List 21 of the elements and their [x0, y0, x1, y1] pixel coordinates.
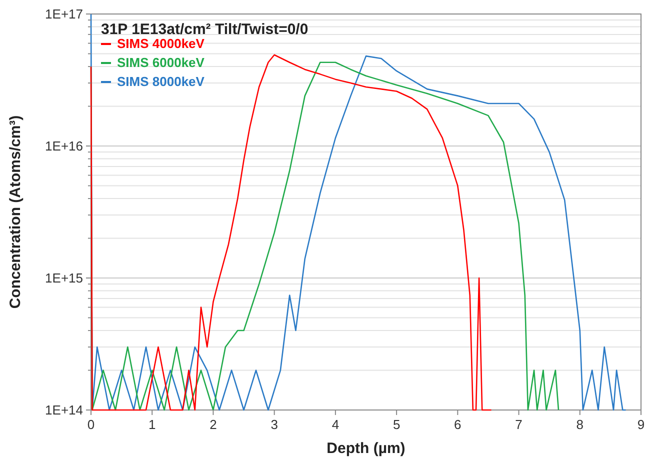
- x-axis-title: Depth (µm): [326, 440, 406, 457]
- legend-label: SIMS 8000keV: [117, 74, 205, 89]
- x-tick-label: 5: [392, 417, 400, 432]
- y-tick-label: 1E+16: [45, 138, 83, 154]
- x-tick-label: 8: [576, 417, 584, 432]
- x-tick-label: 0: [87, 417, 95, 432]
- y-tick-label: 1E+15: [45, 270, 83, 286]
- x-tick-label: 9: [637, 417, 645, 432]
- legend-label: SIMS 4000keV: [117, 36, 205, 51]
- x-tick-label: 1: [148, 417, 156, 432]
- x-tick-label: 3: [270, 417, 278, 432]
- line-series: [90, 54, 492, 411]
- x-tick-label: 7: [515, 417, 522, 432]
- text: 31P 1E13at/cm² Tilt/Twist=0/0: [101, 21, 308, 38]
- y-tick-label: 1E+14: [45, 402, 83, 418]
- x-tick-label: 6: [454, 417, 462, 432]
- y-tick-label: 1E+17: [45, 6, 83, 22]
- x-tick-label: 4: [332, 417, 340, 432]
- y-axis-title: Concentration (Atoms/cm³): [7, 115, 24, 309]
- legend-label: SIMS 6000keV: [117, 55, 205, 70]
- x-tick-label: 2: [210, 417, 217, 432]
